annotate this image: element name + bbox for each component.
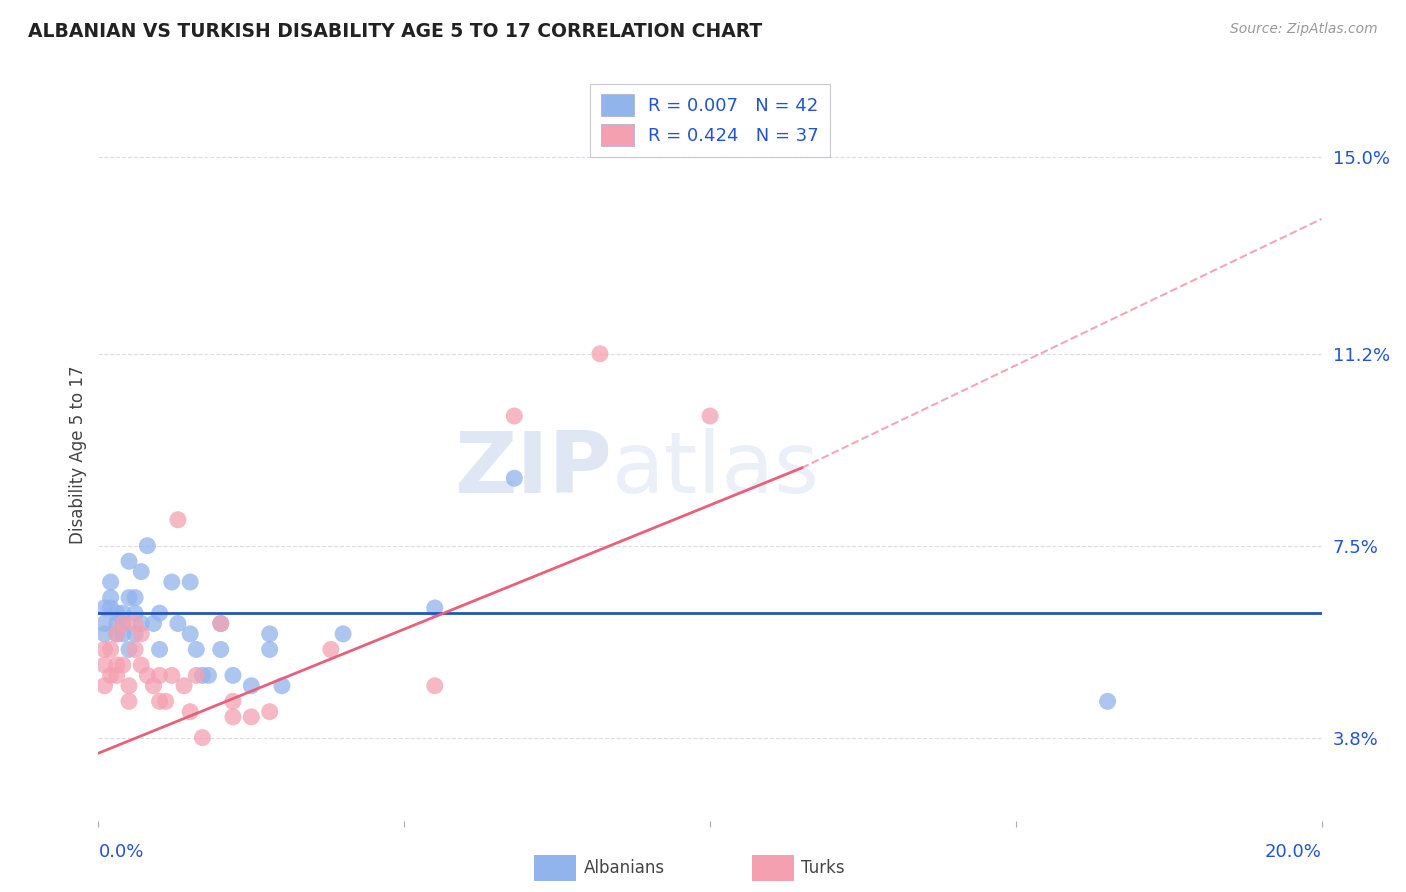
Point	[129, 616, 152, 631]
Point	[270, 679, 292, 693]
Point	[100, 601, 122, 615]
Text: Source: ZipAtlas.com: Source: ZipAtlas.com	[1230, 22, 1378, 37]
Point	[118, 591, 141, 605]
Point	[129, 658, 152, 673]
Point	[111, 627, 134, 641]
Point	[173, 679, 195, 693]
Point	[124, 642, 146, 657]
Point	[111, 616, 134, 631]
Point	[142, 679, 165, 693]
Point	[209, 616, 232, 631]
Point	[105, 668, 128, 682]
Point	[100, 642, 122, 657]
Text: Albanians: Albanians	[583, 859, 665, 877]
Point	[105, 616, 128, 631]
Point	[105, 606, 128, 620]
Point	[105, 627, 128, 641]
Point	[124, 616, 146, 631]
Point	[93, 601, 115, 615]
Point	[100, 668, 122, 682]
Point	[142, 616, 165, 631]
Point	[100, 574, 122, 589]
Text: 20.0%: 20.0%	[1265, 843, 1322, 861]
Point	[124, 591, 146, 605]
Point	[129, 627, 152, 641]
Point	[118, 554, 141, 568]
Point	[105, 627, 128, 641]
Point	[100, 591, 122, 605]
Point	[136, 668, 159, 682]
Point	[167, 616, 190, 631]
Point	[197, 668, 219, 682]
Y-axis label: Disability Age 5 to 17: Disability Age 5 to 17	[69, 366, 87, 544]
Point	[167, 513, 190, 527]
Point	[111, 606, 134, 620]
Point	[222, 668, 245, 682]
Point	[259, 642, 281, 657]
Point	[699, 409, 721, 423]
Point	[93, 679, 115, 693]
Point	[118, 679, 141, 693]
Point	[186, 668, 208, 682]
Text: Turks: Turks	[801, 859, 845, 877]
Point	[93, 642, 115, 657]
Point	[93, 616, 115, 631]
Point	[209, 616, 232, 631]
Point	[222, 694, 245, 708]
Point	[186, 642, 208, 657]
Text: ZIP: ZIP	[454, 428, 612, 511]
Point	[124, 627, 146, 641]
Point	[240, 710, 263, 724]
Point	[179, 574, 201, 589]
Point	[155, 694, 177, 708]
Point	[129, 565, 152, 579]
Text: ALBANIAN VS TURKISH DISABILITY AGE 5 TO 17 CORRELATION CHART: ALBANIAN VS TURKISH DISABILITY AGE 5 TO …	[28, 22, 762, 41]
Point	[93, 627, 115, 641]
Point	[160, 574, 183, 589]
Legend: R = 0.007   N = 42, R = 0.424   N = 37: R = 0.007 N = 42, R = 0.424 N = 37	[591, 84, 830, 156]
Point	[191, 731, 214, 745]
Point	[149, 606, 172, 620]
Point	[1097, 694, 1119, 708]
Point	[332, 627, 354, 641]
Point	[222, 710, 245, 724]
Point	[93, 658, 115, 673]
Point	[136, 539, 159, 553]
Point	[105, 658, 128, 673]
Point	[503, 409, 526, 423]
Point	[111, 616, 134, 631]
Point	[149, 668, 172, 682]
Point	[179, 705, 201, 719]
Point	[259, 627, 281, 641]
Point	[124, 606, 146, 620]
Point	[209, 642, 232, 657]
Point	[503, 471, 526, 485]
Point	[589, 347, 612, 361]
Text: 0.0%: 0.0%	[98, 843, 143, 861]
Point	[118, 694, 141, 708]
Point	[423, 601, 446, 615]
Text: atlas: atlas	[612, 428, 820, 511]
Point	[319, 642, 342, 657]
Point	[149, 642, 172, 657]
Point	[259, 705, 281, 719]
Point	[240, 679, 263, 693]
Point	[118, 642, 141, 657]
Point	[149, 694, 172, 708]
Point	[423, 679, 446, 693]
Point	[179, 627, 201, 641]
Point	[111, 658, 134, 673]
Point	[160, 668, 183, 682]
Point	[191, 668, 214, 682]
